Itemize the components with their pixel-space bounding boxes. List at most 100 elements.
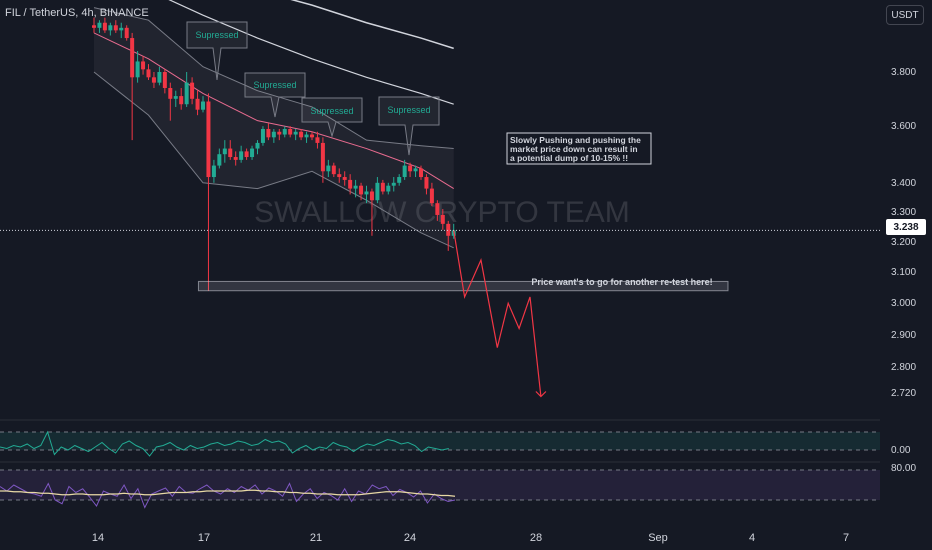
time-tick: 17 bbox=[198, 532, 210, 544]
candle-body[interactable] bbox=[337, 174, 342, 178]
candle-body[interactable] bbox=[435, 203, 440, 215]
candle-body[interactable] bbox=[299, 131, 304, 138]
candle-body[interactable] bbox=[211, 165, 216, 178]
rsi-line bbox=[0, 482, 456, 509]
candle-body[interactable] bbox=[92, 25, 96, 28]
candle-body[interactable] bbox=[255, 142, 260, 149]
candle-body[interactable] bbox=[282, 128, 287, 135]
candle-body[interactable] bbox=[124, 27, 129, 39]
callout-label: Supressed bbox=[387, 105, 430, 115]
price-tick: 3.800 bbox=[891, 67, 916, 78]
candle-body[interactable] bbox=[375, 182, 380, 201]
candle-body[interactable] bbox=[168, 88, 173, 99]
suppressed-callout[interactable]: Supressed bbox=[244, 72, 306, 118]
candle-body[interactable] bbox=[102, 22, 107, 31]
candle-body[interactable] bbox=[244, 151, 249, 158]
currency-button[interactable]: USDT bbox=[886, 5, 924, 25]
retest-zone-label: Price want's to go for another re-test h… bbox=[531, 277, 712, 287]
candle-body[interactable] bbox=[348, 179, 353, 189]
candle-body[interactable] bbox=[108, 25, 113, 31]
candle-body[interactable] bbox=[429, 188, 434, 204]
candle-body[interactable] bbox=[239, 151, 244, 160]
candle-body[interactable] bbox=[331, 165, 336, 175]
teal-indicator-zero-label: 0.00 bbox=[891, 445, 911, 456]
candle-body[interactable] bbox=[146, 69, 151, 78]
candle-body[interactable] bbox=[162, 72, 167, 89]
projection-path[interactable] bbox=[453, 230, 547, 398]
price-tick: 3.200 bbox=[891, 237, 916, 248]
suppressed-callout[interactable]: Supressed bbox=[301, 97, 363, 138]
candle-body[interactable] bbox=[424, 177, 429, 189]
candle-body[interactable] bbox=[173, 96, 178, 99]
teal-oscillator bbox=[0, 430, 449, 457]
candle-body[interactable] bbox=[250, 148, 255, 158]
candle-body[interactable] bbox=[310, 134, 314, 138]
candle-body[interactable] bbox=[397, 177, 402, 183]
candle-body[interactable] bbox=[413, 168, 418, 172]
rsi-level-label: 80.00 bbox=[891, 463, 916, 474]
candle-body[interactable] bbox=[141, 61, 146, 70]
candle-body[interactable] bbox=[419, 168, 423, 178]
candle-body[interactable] bbox=[391, 182, 396, 186]
candle-body[interactable] bbox=[271, 131, 276, 138]
candle-body[interactable] bbox=[151, 77, 156, 83]
candle-body[interactable] bbox=[446, 223, 451, 236]
candle-body[interactable] bbox=[315, 137, 320, 143]
candle-body[interactable] bbox=[222, 148, 227, 155]
suppressed-callout[interactable]: Supressed bbox=[378, 96, 440, 156]
price-tick: 3.000 bbox=[891, 298, 916, 309]
callout-bubble bbox=[378, 96, 440, 156]
time-axis[interactable]: 14 17 21 24 28 Sep 4 7 bbox=[92, 532, 849, 544]
candle-body[interactable] bbox=[293, 131, 298, 135]
candle-body[interactable] bbox=[353, 185, 358, 189]
candle-body[interactable] bbox=[135, 61, 140, 78]
bollinger-upper bbox=[93, 7, 454, 150]
time-tick: 21 bbox=[310, 532, 322, 544]
candle-body[interactable] bbox=[369, 191, 374, 201]
bollinger-fill bbox=[94, 7, 454, 248]
candle-body[interactable] bbox=[228, 148, 233, 158]
candle-body[interactable] bbox=[386, 185, 391, 192]
candle-body[interactable] bbox=[195, 98, 200, 110]
candle-body[interactable] bbox=[113, 25, 118, 31]
candle-body[interactable] bbox=[190, 82, 195, 99]
candle-body[interactable] bbox=[217, 154, 222, 166]
price-axis[interactable]: 3.800 3.600 3.400 3.300 3.200 3.100 3.000 2.900… bbox=[891, 67, 916, 399]
candle-body[interactable] bbox=[130, 38, 135, 78]
price-tick: 3.100 bbox=[891, 267, 916, 278]
candle-body[interactable] bbox=[184, 82, 189, 105]
analysis-note[interactable]: Slowly Pushing and pushing the market pr… bbox=[506, 132, 652, 165]
callout-bubble bbox=[186, 21, 248, 81]
candle-body[interactable] bbox=[320, 142, 325, 172]
candlesticks[interactable] bbox=[92, 17, 456, 291]
callout-label: Supressed bbox=[253, 80, 296, 90]
candle-body[interactable] bbox=[97, 22, 102, 28]
candle-body[interactable] bbox=[359, 185, 364, 195]
price-tick: 3.600 bbox=[891, 121, 916, 132]
bollinger-bands bbox=[93, 7, 454, 249]
candle-body[interactable] bbox=[119, 27, 124, 31]
candle-body[interactable] bbox=[233, 157, 238, 160]
price-tick: 3.300 bbox=[891, 207, 916, 218]
candle-body[interactable] bbox=[364, 191, 369, 195]
candle-body[interactable] bbox=[206, 101, 211, 178]
candle-body[interactable] bbox=[266, 128, 271, 138]
candle-body[interactable] bbox=[288, 128, 293, 135]
candle-body[interactable] bbox=[201, 101, 205, 110]
candle-body[interactable] bbox=[408, 165, 413, 172]
candle-body[interactable] bbox=[402, 165, 407, 178]
ma-white-lower bbox=[168, 0, 454, 105]
candle-body[interactable] bbox=[179, 96, 184, 105]
candle-body[interactable] bbox=[440, 214, 445, 224]
projection-line bbox=[453, 230, 542, 397]
suppressed-callout[interactable]: Supressed bbox=[186, 21, 248, 81]
candle-body[interactable] bbox=[326, 165, 331, 172]
candle-body[interactable] bbox=[342, 177, 347, 180]
candle-body[interactable] bbox=[157, 72, 162, 83]
projection-arrowhead bbox=[535, 391, 547, 398]
candle-body[interactable] bbox=[380, 182, 385, 192]
candle-body[interactable] bbox=[260, 128, 265, 143]
candle-body[interactable] bbox=[304, 134, 309, 138]
candle-body[interactable] bbox=[277, 131, 282, 135]
